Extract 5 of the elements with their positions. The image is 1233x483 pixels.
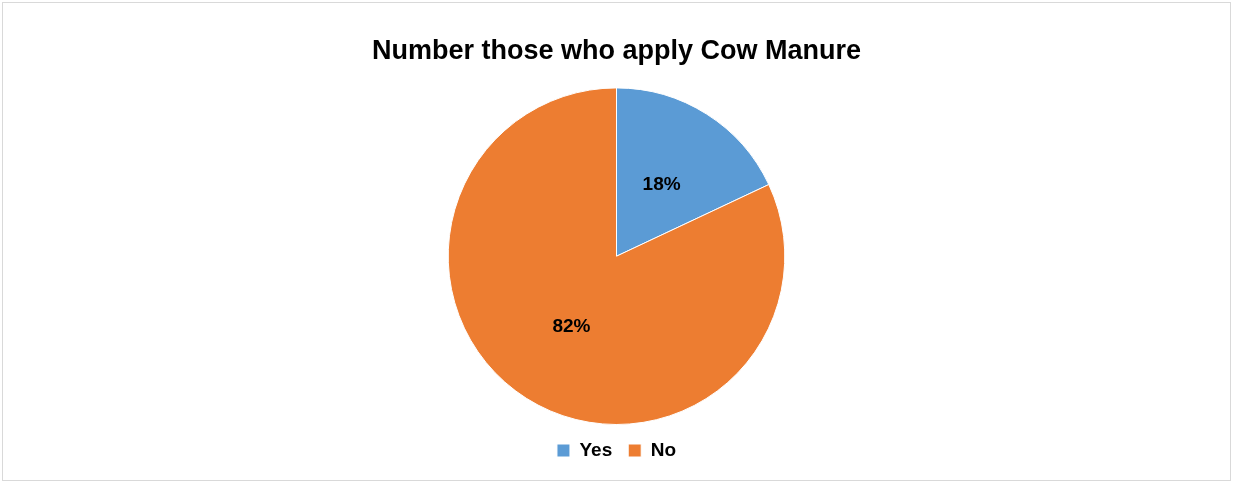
data-label: 18%: [642, 173, 681, 195]
data-label: 82%: [552, 315, 591, 337]
chart-title: Number those who apply Cow Manure: [371, 34, 862, 65]
legend-label: Yes: [579, 438, 613, 460]
legend-label: No: [650, 438, 677, 460]
